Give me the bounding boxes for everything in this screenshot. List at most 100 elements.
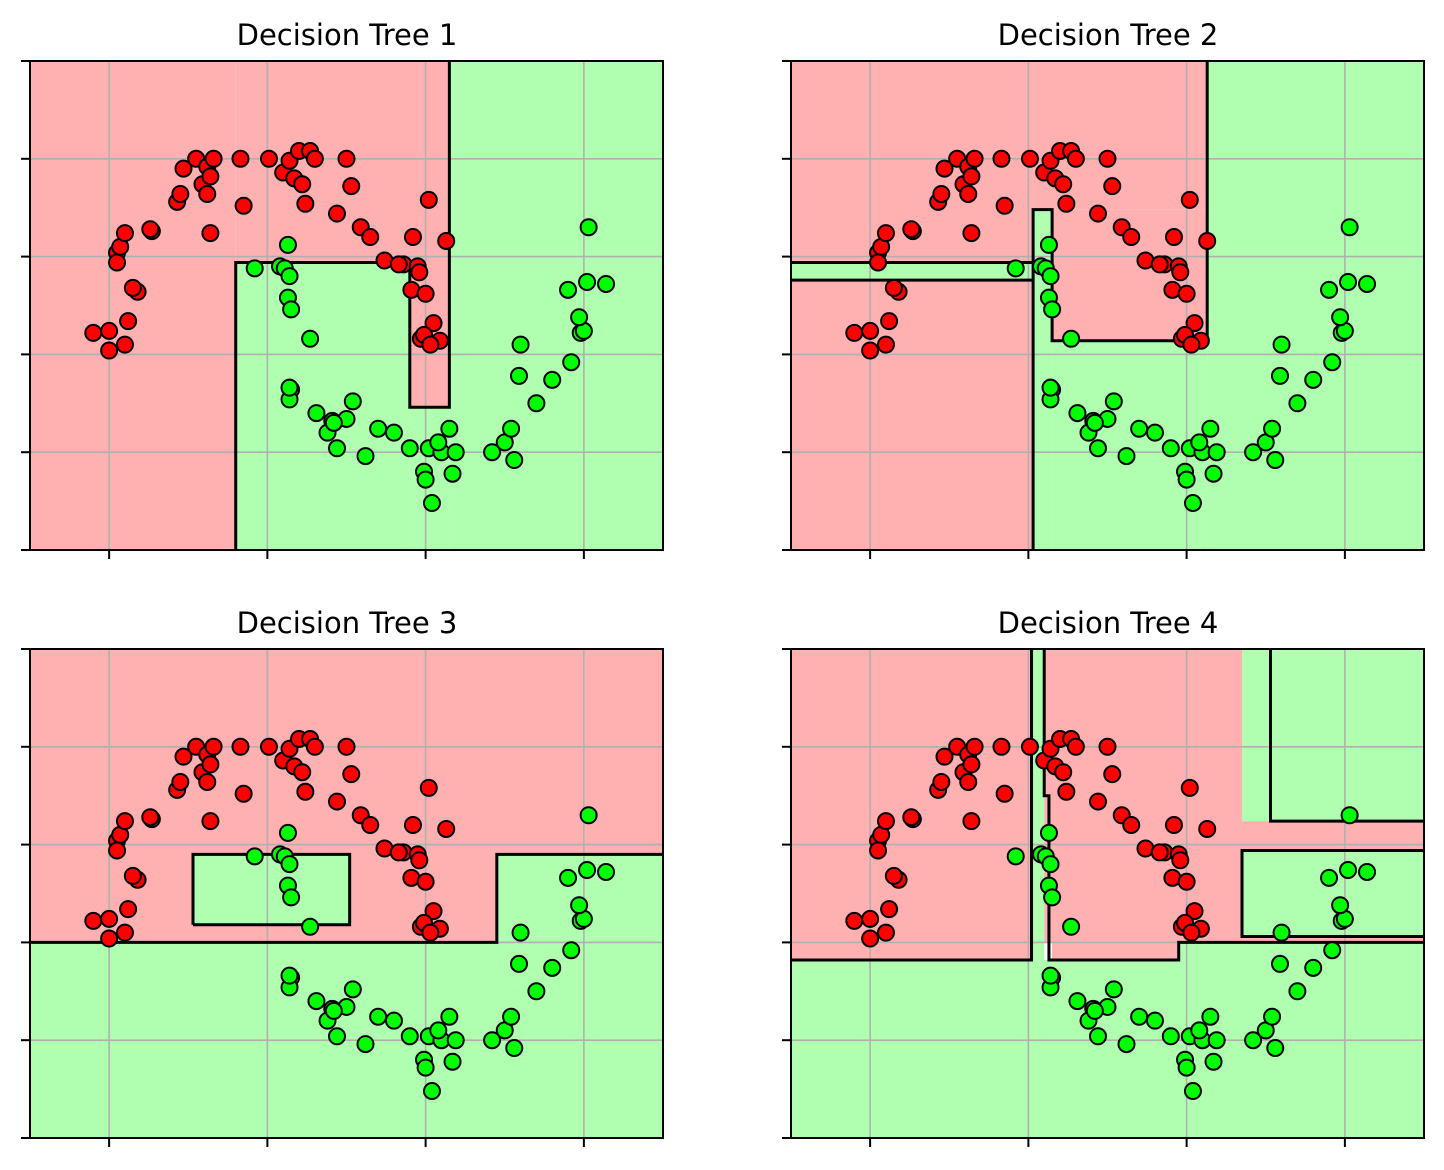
point-class-1 [1062,329,1081,348]
subplot-title: Decision Tree 2 [998,18,1219,52]
point-class-1 [1323,353,1342,372]
point-class-1 [282,888,301,907]
point-class-0 [1150,255,1169,274]
point-class-0 [1057,782,1076,801]
plot-clip [30,61,663,550]
point-class-0 [902,220,921,239]
point-class-1 [356,447,375,466]
point-class-1 [1244,443,1263,462]
point-class-0 [1198,231,1217,250]
point-class-0 [201,755,220,774]
point-class-1 [1039,823,1058,842]
point-class-1 [1177,1058,1196,1077]
point-class-1 [597,274,616,293]
scatter-points [84,729,616,1101]
point-class-0 [293,175,312,194]
point-class-1 [1006,847,1025,866]
point-class-0 [141,220,160,239]
point-class-0 [1177,872,1196,891]
point-class-0 [876,812,895,831]
point-class-1 [280,966,299,985]
point-class-1 [1161,439,1180,458]
point-class-1 [1117,447,1136,466]
decision-boundary [1240,848,1424,939]
point-class-1 [1207,1031,1226,1050]
point-class-0 [1150,843,1169,862]
point-class-1 [1304,958,1323,977]
point-class-1 [1085,1001,1104,1020]
region-class-1 [1031,649,1045,961]
point-class-0 [965,737,984,756]
point-class-0 [259,737,278,756]
point-class-1 [527,394,546,413]
point-class-1 [440,1007,459,1026]
point-class-1 [280,378,299,397]
point-class-1 [1068,992,1087,1011]
point-class-1 [416,1058,435,1077]
region-class-0 [30,61,236,550]
point-class-0 [995,196,1014,215]
point-class-1 [1089,1027,1108,1046]
point-class-0 [935,747,954,766]
point-class-0 [204,737,223,756]
point-class-0 [1103,765,1122,784]
point-class-0 [410,851,429,870]
point-class-1 [1358,862,1377,881]
point-class-0 [100,321,119,340]
point-class-1 [384,423,403,442]
point-class-0 [174,159,193,178]
point-class-0 [419,778,438,797]
point-class-1 [579,218,598,237]
point-class-0 [84,911,103,930]
subplot-4: Decision Tree 4 [782,606,1425,1147]
point-class-0 [869,253,888,272]
point-class-0 [1164,228,1183,247]
point-class-1 [1190,1021,1209,1040]
subplot-1: Decision Tree 1 [21,18,664,559]
point-class-0 [403,816,422,835]
point-class-0 [1089,204,1108,223]
point-class-1 [1104,392,1123,411]
point-class-0 [962,224,981,243]
point-class-1 [1006,259,1025,278]
plot-clip [791,649,1424,1138]
point-class-0 [108,841,127,860]
point-class-0 [305,737,324,756]
point-class-1 [1263,1007,1282,1026]
point-class-0 [1182,335,1201,354]
point-class-0 [361,816,380,835]
point-class-1 [1207,443,1226,462]
point-class-0 [876,923,895,942]
point-class-1 [1339,273,1358,292]
axes-frame [29,60,664,551]
point-class-1 [1288,982,1307,1001]
point-class-1 [578,861,597,880]
point-class-1 [301,329,320,348]
point-class-0 [361,228,380,247]
point-class-1 [446,1031,465,1050]
point-class-1 [1304,370,1323,389]
point-class-1 [1270,366,1289,385]
point-class-0 [424,902,443,921]
point-class-0 [293,763,312,782]
point-class-1 [527,982,546,1001]
point-class-0 [296,782,315,801]
point-class-0 [403,228,422,247]
point-class-1 [559,280,578,299]
point-class-1 [483,443,502,462]
point-class-0 [119,312,138,331]
region-class-1 [791,262,1034,281]
point-class-1 [1183,1082,1202,1101]
point-class-0 [880,900,899,919]
point-class-0 [1182,923,1201,942]
plot-clip [30,649,663,1138]
plot-area [782,648,1425,1147]
point-class-0 [174,747,193,766]
point-class-1 [356,1035,375,1054]
point-class-1 [505,1039,524,1058]
decision-boundary [30,852,663,944]
point-class-1 [1161,1027,1180,1046]
point-class-1 [570,896,589,915]
point-class-1 [1339,861,1358,880]
point-class-1 [509,954,528,973]
